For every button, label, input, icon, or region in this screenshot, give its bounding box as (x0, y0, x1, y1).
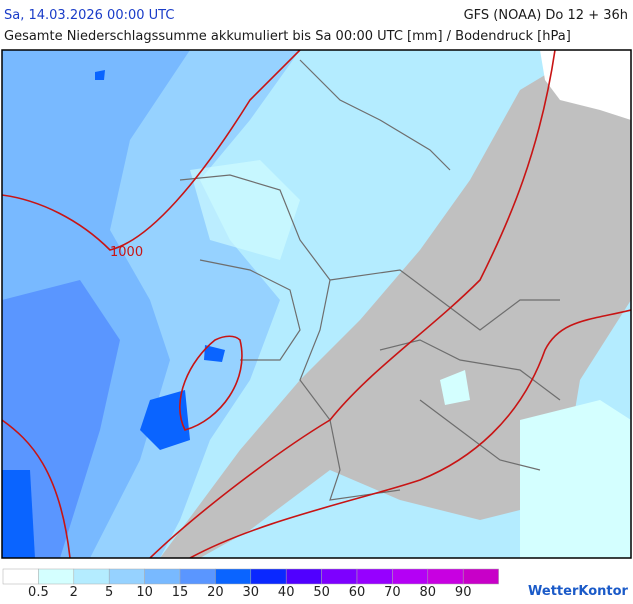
legend-label: 0.5 (28, 585, 49, 600)
legend-label: 40 (278, 585, 295, 600)
legend-label: 70 (384, 585, 401, 600)
legend-swatch (179, 568, 216, 585)
legend-label: 5 (105, 585, 113, 600)
legend-label: 80 (420, 585, 437, 600)
legend-label: 20 (207, 585, 224, 600)
legend-swatch (73, 568, 110, 585)
legend-swatch (215, 568, 252, 585)
legend-swatch (108, 568, 145, 585)
legend-label: 50 (313, 585, 330, 600)
subtitle: Gesamte Niederschlagssumme akkumuliert b… (4, 29, 571, 44)
legend: 0.5 2 5 10 15 20 30 40 50 60 70 80 90 (2, 568, 499, 600)
legend-label: 60 (349, 585, 366, 600)
legend-swatch (427, 568, 464, 585)
legend-swatch (356, 568, 393, 585)
legend-label: 15 (172, 585, 189, 600)
legend-swatch (250, 568, 287, 585)
date: Sa, 14.03.2026 00:00 UTC (4, 8, 174, 23)
brand: WetterKontor (528, 584, 629, 599)
legend-swatch (144, 568, 181, 585)
model: GFS (NOAA) Do 12 + 36h (464, 8, 628, 23)
legend-label: 10 (136, 585, 153, 600)
isobar-label: 1000 (110, 245, 143, 260)
legend-label: 2 (70, 585, 78, 600)
legend-label: 90 (455, 585, 472, 600)
legend-swatch (321, 568, 358, 585)
legend-swatch (285, 568, 322, 585)
legend-swatch (392, 568, 429, 585)
legend-swatch (38, 568, 75, 585)
legend-swatch (462, 568, 499, 585)
legend-swatch (2, 568, 39, 585)
legend-label: 30 (243, 585, 260, 600)
map: 1000 (1, 49, 632, 559)
